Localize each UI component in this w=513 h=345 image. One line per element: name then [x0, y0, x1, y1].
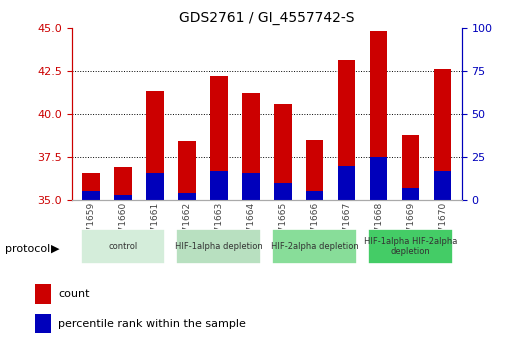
Bar [368, 229, 453, 264]
Bar [176, 229, 261, 264]
Bar [35, 314, 51, 333]
Text: count: count [58, 289, 89, 299]
Bar [82, 172, 100, 200]
Bar [338, 60, 356, 200]
Text: HIF-1alpha HIF-2alpha
depletion: HIF-1alpha HIF-2alpha depletion [364, 237, 457, 256]
Bar [82, 191, 100, 200]
Bar [370, 31, 387, 200]
Bar [146, 172, 164, 200]
Bar [306, 191, 324, 200]
Bar [433, 69, 451, 200]
Bar [81, 229, 165, 264]
Bar [274, 183, 291, 200]
Bar [146, 91, 164, 200]
Text: percentile rank within the sample: percentile rank within the sample [58, 319, 246, 328]
Text: HIF-1alpha depletion: HIF-1alpha depletion [175, 242, 263, 251]
Title: GDS2761 / GI_4557742-S: GDS2761 / GI_4557742-S [179, 11, 354, 25]
Bar [274, 104, 291, 200]
Bar [402, 135, 419, 200]
Text: control: control [108, 242, 137, 251]
Bar [210, 171, 228, 200]
Bar [35, 284, 51, 304]
Bar [370, 157, 387, 200]
Bar [114, 167, 132, 200]
Text: HIF-2alpha depletion: HIF-2alpha depletion [271, 242, 359, 251]
Bar [272, 229, 357, 264]
Bar [433, 171, 451, 200]
Bar [402, 188, 419, 200]
Bar [242, 172, 260, 200]
Bar [178, 141, 195, 200]
Text: protocol: protocol [5, 244, 50, 254]
Bar [242, 93, 260, 200]
Bar [114, 195, 132, 200]
Bar [338, 166, 356, 200]
Text: ▶: ▶ [51, 244, 60, 254]
Bar [210, 76, 228, 200]
Bar [178, 193, 195, 200]
Bar [306, 140, 324, 200]
